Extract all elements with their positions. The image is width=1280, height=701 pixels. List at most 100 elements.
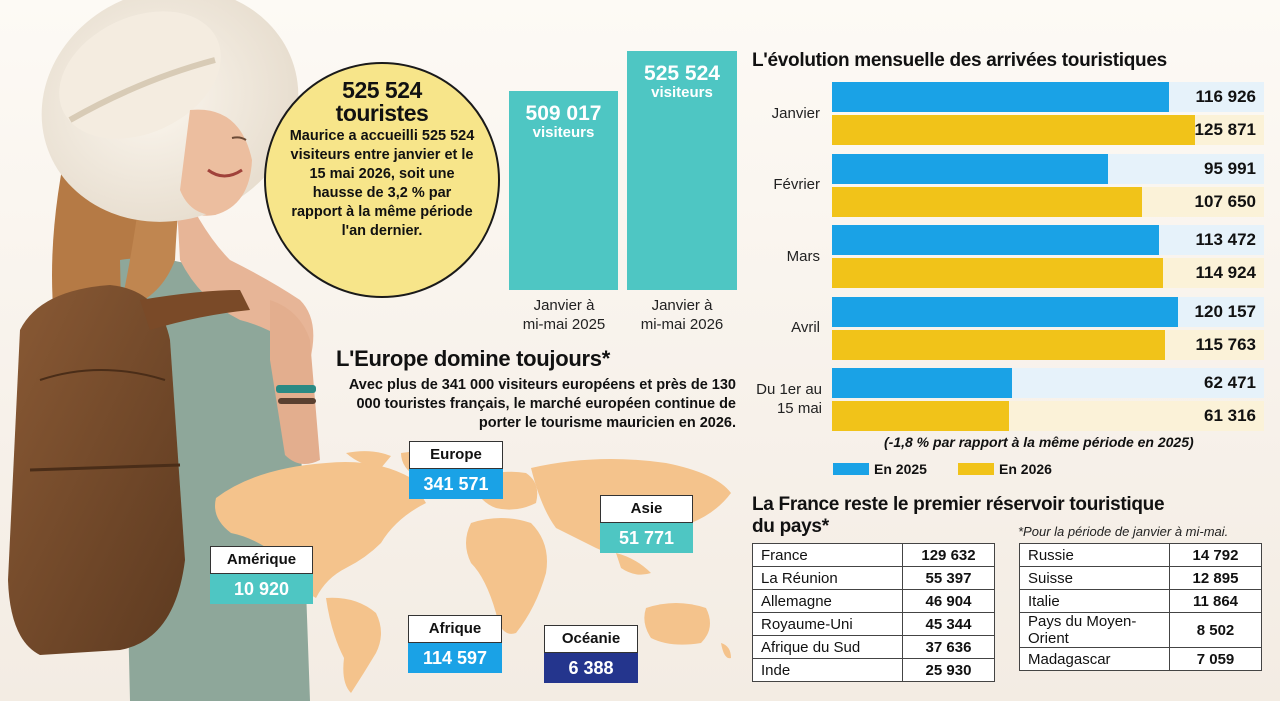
region-value: 10 920 — [210, 574, 313, 604]
value-cell: 46 904 — [902, 589, 995, 613]
headline-unit: touristes — [335, 100, 429, 126]
region-name: Asie — [600, 495, 693, 523]
bar-value-label: 113 472 — [1195, 230, 1256, 249]
bar-2026 — [832, 115, 1195, 145]
region-name: Europe — [409, 441, 503, 469]
tourist-photo — [0, 0, 330, 701]
bar-value-label: 114 924 — [1195, 263, 1256, 282]
country-cell: Madagascar — [1019, 647, 1170, 671]
europe-title: L'Europe domine toujours* — [336, 346, 610, 371]
france-title: La France reste le premier réservoir tou… — [752, 494, 1165, 538]
france-table-right: Russie 14 792 Suisse 12 895 Italie 11 864 Pays… — [1019, 543, 1262, 671]
table-row: Royaume-Uni 45 344 — [752, 612, 995, 636]
value-cell: 25 930 — [902, 658, 995, 682]
value-cell: 12 895 — [1169, 566, 1262, 590]
europe-text: Avec plus de 341 000 visiteurs européens… — [348, 377, 736, 431]
region-name: Amérique — [210, 546, 313, 574]
bar-2025 — [832, 225, 1159, 255]
comparison-value: 509 017 — [525, 102, 602, 125]
bar-value-label: 116 926 — [1195, 87, 1256, 106]
country-cell: Russie — [1019, 543, 1170, 567]
bar-2026 — [832, 258, 1163, 288]
table-row: Madagascar 7 059 — [1019, 647, 1262, 671]
table-row: Italie 11 864 — [1019, 589, 1262, 613]
france-footnote: *Pour la période de janvier à mi-mai. — [1018, 524, 1229, 539]
legend-2025: En 2025 — [833, 461, 927, 477]
bar-2026 — [832, 329, 1166, 360]
region-name: Océanie — [544, 625, 638, 653]
region-name: Afrique — [408, 615, 502, 643]
monthly-chart: Janvier 116 926 125 871 Février 95 991 107 65… — [752, 82, 1264, 432]
legend-2026: En 2026 — [958, 461, 1052, 477]
comparison-unit: visiteurs — [651, 84, 713, 101]
bar-track: 115 763 — [832, 329, 1264, 360]
comparison-period: Janvier à — [651, 297, 713, 314]
country-cell: Royaume-Uni — [752, 612, 903, 636]
comparison-period: Janvier à — [533, 297, 595, 314]
bar-track: 61 316 — [832, 401, 1264, 431]
region-amerique: Amérique 10 920 — [210, 546, 313, 604]
month-label: Du 1er au 15 mai — [756, 381, 822, 417]
headline-circle: 525 524 touristes Maurice a accueilli 52… — [264, 62, 500, 298]
country-cell: Afrique du Sud — [752, 635, 903, 659]
comparison-unit: visiteurs — [532, 124, 595, 141]
bar-track: 114 924 — [832, 258, 1264, 288]
country-cell: La Réunion — [752, 566, 903, 590]
legend-swatch — [958, 463, 994, 475]
bar-2025 — [832, 153, 1109, 184]
table-row: Russie 14 792 — [1019, 543, 1262, 567]
value-cell: 129 632 — [902, 543, 995, 567]
table-row: Pays du Moyen-Orient 8 502 — [1019, 612, 1262, 648]
comparison-value: 525 524 — [644, 62, 720, 85]
value-cell: 55 397 — [902, 566, 995, 590]
value-cell: 37 636 — [902, 635, 995, 659]
month-label: Janvier — [771, 104, 820, 122]
value-cell: 14 792 — [1169, 543, 1262, 567]
bar-2025 — [832, 368, 1012, 398]
region-oceanie: Océanie 6 388 — [544, 625, 638, 683]
country-cell: Inde — [752, 658, 903, 682]
bar-value-label: 125 871 — [1194, 120, 1256, 139]
table-row: Allemagne 46 904 — [752, 589, 995, 613]
france-table-left: France 129 632 La Réunion 55 397 Allemagne 46… — [752, 543, 995, 682]
region-value: 51 771 — [600, 523, 693, 553]
bar-value-label: 107 650 — [1194, 191, 1256, 211]
bar-track: 95 991 — [832, 153, 1264, 184]
country-cell: Pays du Moyen-Orient — [1019, 612, 1170, 648]
region-asie: Asie 51 771 — [600, 495, 693, 553]
table-row: Suisse 12 895 — [1019, 566, 1262, 590]
month-label: Mars — [786, 247, 820, 265]
value-cell: 7 059 — [1169, 647, 1262, 671]
monthly-title: L'évolution mensuelle des arrivées touri… — [752, 50, 1167, 71]
region-afrique: Afrique 114 597 — [408, 615, 502, 673]
bar-track: 107 650 — [832, 186, 1264, 217]
region-europe: Europe 341 571 — [409, 441, 503, 499]
bar-track: 62 471 — [832, 368, 1264, 398]
country-cell: Suisse — [1019, 566, 1170, 590]
table-row: Afrique du Sud 37 636 — [752, 635, 995, 659]
region-value: 6 388 — [544, 653, 638, 683]
bar-2025 — [832, 296, 1179, 327]
france-title-line: du pays* — [752, 516, 829, 537]
headline-number: 525 524 — [342, 77, 422, 103]
region-value: 114 597 — [408, 643, 502, 673]
comparison-bar-2025: 509 017 visiteurs — [509, 91, 618, 290]
headline-text: Maurice a accueilli 525 524 visiteurs en… — [289, 128, 475, 239]
bar-2026 — [832, 401, 1009, 431]
legend-swatch — [833, 463, 869, 475]
legend-label: En 2025 — [874, 461, 927, 477]
comparison-label-2026: Janvier à mi-mai 2026 — [620, 296, 744, 334]
country-cell: Italie — [1019, 589, 1170, 613]
value-cell: 8 502 — [1169, 612, 1262, 648]
france-title-line: La France reste le premier réservoir tou… — [752, 494, 1165, 515]
table-row: La Réunion 55 397 — [752, 566, 995, 590]
bar-track: 120 157 — [832, 296, 1264, 327]
country-cell: France — [752, 543, 903, 567]
tourist-illustration — [8, 0, 320, 701]
bar-value-label: 61 316 — [1204, 406, 1256, 425]
bar-2025 — [832, 82, 1169, 112]
table-row: Inde 25 930 — [752, 658, 995, 682]
comparison-period: mi-mai 2026 — [640, 316, 724, 333]
table-row: France 129 632 — [752, 543, 995, 567]
bar-track: 113 472 — [832, 225, 1264, 255]
